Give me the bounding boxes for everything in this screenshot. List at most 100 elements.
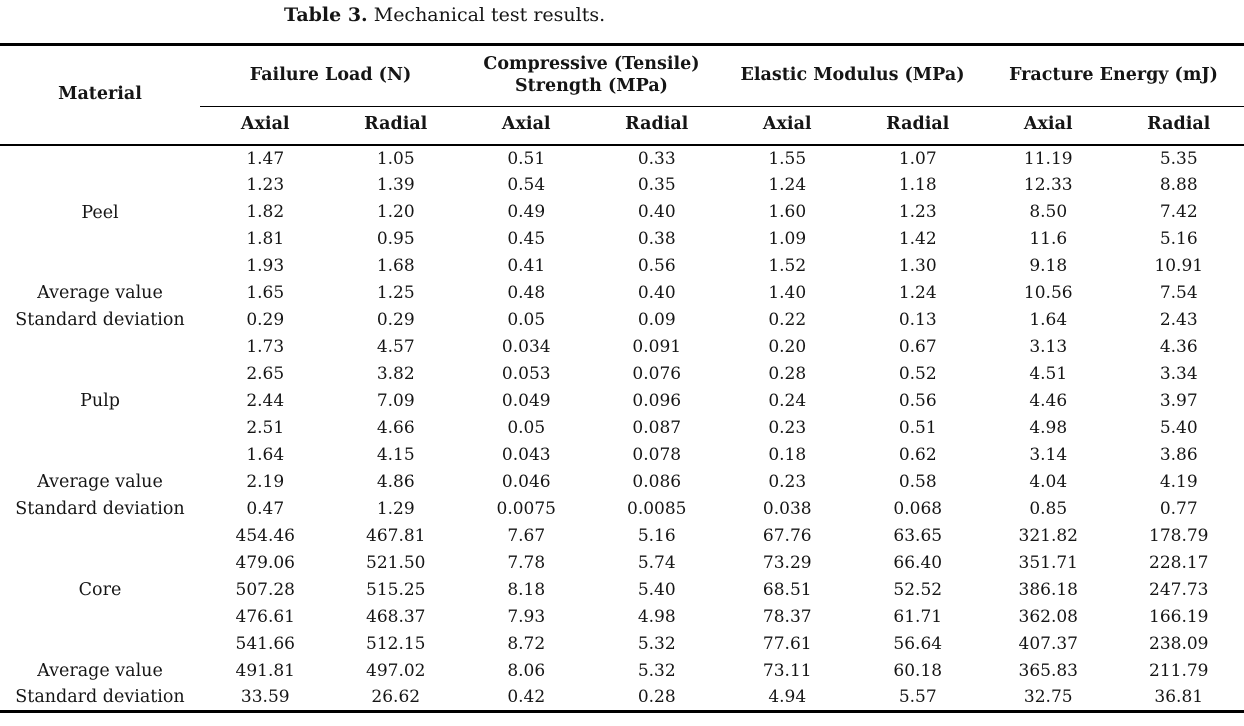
- sample-row: Core 454.46 467.81 7.67 5.16 67.76 63.65 321.82…: [0, 523, 1244, 600]
- std-dev-label: Standard deviation: [15, 310, 185, 330]
- value-cell: 0.24: [768, 391, 807, 411]
- average-row: Average value 2.19 4.86 0.046 0.086 0.23 0.58 4…: [0, 469, 1244, 496]
- value-cell: 0.053: [501, 364, 551, 384]
- average-row: Average value 491.81 497.02 8.06 5.32 73.11 60…: [0, 658, 1244, 685]
- std-dev-cell: 4.94: [722, 684, 853, 713]
- std-dev-cell: 5.57: [852, 684, 983, 713]
- sample-row: 541.66 512.15 8.72 5.32 77.61 56.64 407.37 238.…: [0, 631, 1244, 658]
- value-cell: 321.82: [1018, 526, 1078, 546]
- value-cell: 63.65: [893, 526, 943, 546]
- value-cell: 4.98: [637, 607, 676, 627]
- value-cell: 3.82: [376, 364, 415, 384]
- std-dev-cell: 0.0075: [496, 499, 556, 519]
- material-label-pulp: Pulp: [80, 391, 120, 411]
- std-dev-cell: 0.13: [898, 310, 937, 330]
- group-header-row: Material Failure Load (N) Compressive (T…: [0, 44, 1244, 146]
- value-cell: 512.15: [366, 634, 426, 654]
- std-dev-row: Standard deviation 0.29 0.29 0.05 0.09 0.22 0.…: [0, 307, 1244, 334]
- value-cell: 467.81: [366, 526, 426, 546]
- value-cell: 1.23: [246, 175, 285, 195]
- value-cell: 78.37: [762, 607, 812, 627]
- value-cell: 0.076: [632, 364, 682, 384]
- value-cell: 541.66: [235, 634, 295, 654]
- sub-header-radial: Radial: [852, 106, 983, 146]
- value-cell: 7.67: [507, 526, 546, 546]
- value-cell: 454.46: [235, 526, 295, 546]
- value-cell: 4.57: [376, 337, 415, 357]
- std-dev-cell: 0.22: [768, 310, 807, 330]
- value-cell: 56.64: [893, 634, 943, 654]
- value-cell: 0.56: [898, 391, 937, 411]
- value-cell: 0.38: [637, 229, 676, 249]
- value-cell: 1.68: [376, 256, 415, 276]
- value-cell: 1.82: [246, 202, 285, 222]
- value-cell: 73.29: [762, 553, 812, 573]
- caption-text: Mechanical test results.: [373, 4, 606, 26]
- value-cell: 10.91: [1154, 256, 1204, 276]
- group-header-fracture-energy: Fracture Energy (mJ): [983, 44, 1244, 107]
- sample-row: Pulp 1.73 4.57 0.034 0.091 0.20 0.67 3.13 4.36: [0, 334, 1244, 411]
- sample-row: 507.28 515.25 8.18 5.40 68.51 52.52 386.18 247.…: [0, 577, 1244, 604]
- value-cell: 4.36: [1159, 337, 1198, 357]
- material-label-peel: Peel: [81, 202, 119, 223]
- value-cell: 4.51: [1029, 364, 1068, 384]
- value-cell: 2.44: [246, 391, 285, 411]
- material-label-core: Core: [78, 580, 122, 600]
- sub-header-axial: Axial: [983, 106, 1114, 146]
- average-cell: 4.19: [1159, 472, 1198, 492]
- value-cell: 3.34: [1159, 364, 1198, 384]
- average-cell: 0.23: [768, 472, 807, 492]
- average-cell: 0.086: [632, 472, 682, 492]
- value-cell: 178.79: [1149, 526, 1209, 546]
- sample-row: 476.61 468.37 7.93 4.98 78.37 61.71 362.08 166.…: [0, 604, 1244, 631]
- average-cell: 7.54: [1159, 283, 1198, 303]
- value-cell: 4.66: [376, 418, 415, 438]
- value-cell: 1.23: [898, 202, 937, 222]
- value-cell: 4.46: [1029, 391, 1068, 411]
- std-dev-cell: 32.75: [983, 684, 1114, 713]
- value-cell: 77.61: [762, 634, 812, 654]
- sub-header-axial: Axial: [200, 106, 331, 146]
- value-cell: 0.51: [507, 148, 546, 169]
- value-cell: 521.50: [366, 553, 426, 573]
- value-cell: 5.40: [637, 580, 676, 600]
- value-cell: 0.087: [632, 418, 682, 438]
- value-cell: 0.51: [898, 418, 937, 438]
- average-cell: 491.81: [235, 661, 295, 681]
- sample-row: 1.82 1.20 0.49 0.40 1.60 1.23 8.50 7.42: [0, 199, 1244, 226]
- value-cell: 9.18: [1029, 256, 1068, 276]
- value-cell: 5.40: [1159, 418, 1198, 438]
- sample-row: 1.64 4.15 0.043 0.078 0.18 0.62 3.14 3.86: [0, 442, 1244, 469]
- value-cell: 0.078: [632, 445, 682, 465]
- value-cell: 351.71: [1018, 553, 1078, 573]
- value-cell: 11.6: [1029, 229, 1068, 249]
- value-cell: 3.14: [1029, 445, 1068, 465]
- value-cell: 0.18: [768, 445, 807, 465]
- std-dev-row: Standard deviation 33.59 26.62 0.42 0.28 4.94…: [0, 684, 1244, 713]
- std-dev-label: Standard deviation: [0, 684, 200, 713]
- value-cell: 8.72: [507, 634, 546, 654]
- sample-row: 2.51 4.66 0.05 0.087 0.23 0.51 4.98 5.40: [0, 415, 1244, 442]
- sample-row: 2.65 3.82 0.053 0.076 0.28 0.52 4.51 3.34: [0, 361, 1244, 388]
- value-cell: 468.37: [366, 607, 426, 627]
- average-cell: 211.79: [1149, 661, 1209, 681]
- average-cell: 1.40: [768, 283, 807, 303]
- std-dev-cell: 0.05: [507, 310, 546, 330]
- std-dev-cell: 0.29: [376, 310, 415, 330]
- value-cell: 1.60: [768, 202, 807, 222]
- value-cell: 0.52: [898, 364, 937, 384]
- value-cell: 0.49: [507, 202, 546, 222]
- value-cell: 0.35: [637, 175, 676, 195]
- value-cell: 0.20: [768, 337, 807, 357]
- value-cell: 1.07: [898, 148, 937, 169]
- table-body: Peel 1.47 1.05 0.51 0.33 1.55 1.07 11.19 5.35 1.2…: [0, 145, 1244, 713]
- sample-row: Peel 1.47 1.05 0.51 0.33 1.55 1.07 11.19 5.35: [0, 145, 1244, 223]
- std-dev-cell: 0.068: [893, 499, 943, 519]
- value-cell: 8.18: [507, 580, 546, 600]
- sub-header-radial: Radial: [1113, 106, 1244, 146]
- std-dev-cell: 36.81: [1113, 684, 1244, 713]
- value-cell: 228.17: [1149, 553, 1209, 573]
- value-cell: 1.47: [246, 148, 285, 169]
- value-cell: 7.78: [507, 553, 546, 573]
- value-cell: 0.28: [768, 364, 807, 384]
